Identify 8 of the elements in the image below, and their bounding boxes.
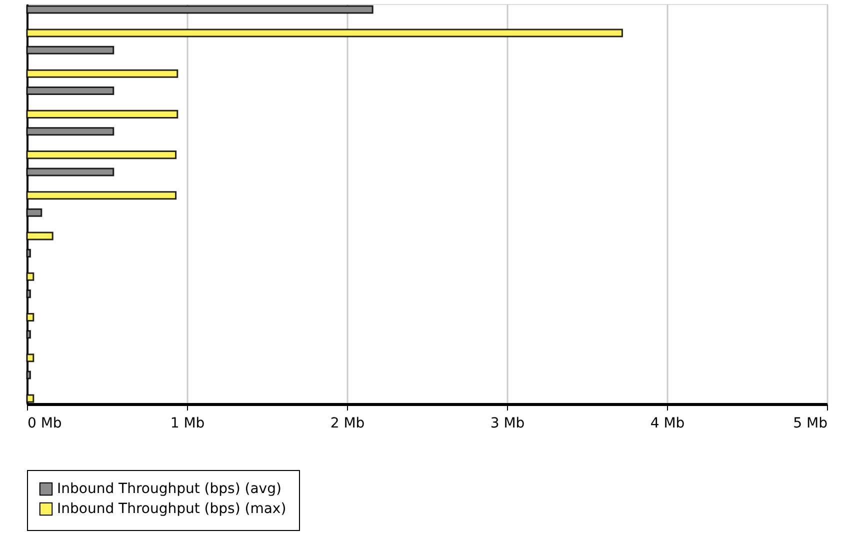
x-tick-label: 0 Mb <box>28 416 62 432</box>
x-tick-label: 4 Mb <box>650 416 685 432</box>
x-tick-label: 1 Mb <box>170 416 205 432</box>
legend-label: Inbound Throughput (bps) (avg) <box>57 481 282 497</box>
x-tick-label: 3 Mb <box>490 416 525 432</box>
x-tick-label: 2 Mb <box>330 416 365 432</box>
legend-label: Inbound Throughput (bps) (max) <box>57 501 286 517</box>
x-tick-label: 5 Mb <box>793 416 828 432</box>
